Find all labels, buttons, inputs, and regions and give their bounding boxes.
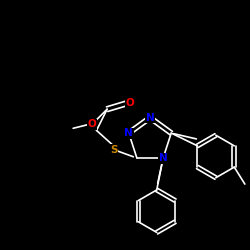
Text: N: N (146, 113, 154, 123)
Text: O: O (125, 98, 134, 108)
Text: N: N (124, 128, 133, 138)
Text: N: N (159, 153, 168, 163)
Text: O: O (88, 119, 97, 129)
Text: S: S (110, 144, 117, 154)
